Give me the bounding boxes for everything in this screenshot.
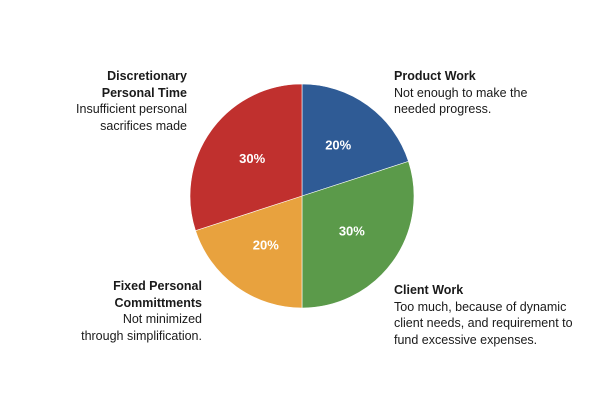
pie-slice bbox=[189, 83, 303, 231]
pie-slice-labels: 20% 30% 20% 30% bbox=[239, 138, 365, 253]
callout-description-line: sacrifices made bbox=[100, 118, 187, 133]
callout-title: Discretionary bbox=[107, 69, 187, 83]
callout-description-line: needed progress. bbox=[394, 102, 492, 116]
pie-slices bbox=[189, 83, 415, 309]
callout-description-line: fund excessive expenses. bbox=[394, 332, 538, 347]
callout-title: Product Work bbox=[394, 69, 476, 83]
callout-product-work: Product Work Not enough to make the need… bbox=[394, 68, 594, 118]
slice-percent-label: 30% bbox=[239, 151, 265, 166]
callout-fixed-personal-commitments: Fixed Personal Committments Not minimize… bbox=[30, 278, 202, 344]
callout-title: Personal Time bbox=[101, 85, 187, 100]
callout-description-line: Too much, because of dynamic bbox=[394, 299, 567, 314]
callout-title: Committments bbox=[114, 295, 202, 310]
pie-slice bbox=[195, 195, 303, 309]
callout-title: Client Work bbox=[394, 283, 464, 297]
callout-description-line: Insufficient personal bbox=[76, 102, 187, 116]
slice-percent-label: 20% bbox=[253, 237, 279, 252]
callout-description-line: through simplification. bbox=[81, 328, 202, 343]
callout-client-work: Client Work Too much, because of dynamic… bbox=[394, 282, 599, 348]
pie-slice bbox=[301, 161, 415, 309]
pie-slice bbox=[301, 83, 409, 197]
callout-description-line: Not minimized bbox=[122, 312, 202, 326]
slice-percent-label: 30% bbox=[339, 224, 365, 239]
callout-description-line: client needs, and requirement to bbox=[394, 316, 573, 330]
slice-percent-label: 20% bbox=[325, 138, 351, 153]
callout-title: Fixed Personal bbox=[113, 279, 202, 293]
callout-description-line: Not enough to make the bbox=[394, 85, 528, 100]
callout-discretionary-personal-time: Discretionary Personal Time Insufficient… bbox=[20, 68, 187, 134]
